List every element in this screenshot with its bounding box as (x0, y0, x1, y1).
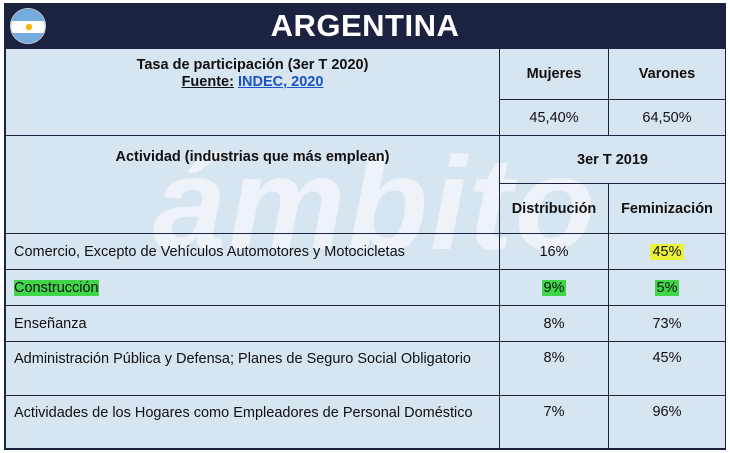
table-row: Construcción 9% 5% (5, 269, 725, 306)
page-title: ARGENTINA (270, 8, 460, 43)
distribution-value: 16% (499, 233, 609, 270)
highlight-green: 5% (654, 279, 680, 296)
value-men: 64,50% (608, 99, 725, 136)
value-women: 45,40% (499, 99, 609, 136)
col-distribution-header: Distribución (499, 183, 609, 234)
highlight-yellow: 45% (650, 243, 684, 260)
source-link[interactable]: INDEC, 2020 (237, 74, 324, 90)
table-card: ARGENTINA ámbito Tasa de participación (… (4, 3, 726, 450)
table-row: Tasa de participación (3er T 2020) Fuent… (5, 48, 725, 136)
distribution-value: 9% (499, 269, 609, 306)
col-men-header: Varones (608, 48, 725, 100)
title-bar: ARGENTINA (5, 4, 725, 48)
table-row: Distribución Feminización (6, 183, 725, 234)
table-row: Enseñanza 8% 73% (5, 305, 725, 342)
source-label: Fuente: (181, 74, 234, 90)
distribution-value: 7% (499, 395, 609, 449)
activity-name: Enseñanza (5, 305, 500, 342)
feminization-value: 45% (608, 341, 725, 396)
feminization-value: 73% (608, 305, 725, 342)
table-row: Comercio, Excepto de Vehículos Automotor… (5, 233, 725, 270)
activity-name: Construcción (5, 269, 500, 306)
activity-name: Comercio, Excepto de Vehículos Automotor… (5, 233, 500, 270)
period-header: 3er T 2019 (499, 135, 725, 184)
distribution-value: 8% (499, 305, 609, 342)
participation-title-cell: Tasa de participación (3er T 2020) Fuent… (5, 48, 500, 136)
participation-title: Tasa de participación (3er T 2020) (136, 57, 369, 73)
distribution-value: 8% (499, 341, 609, 396)
col-feminization-header: Feminización (608, 183, 725, 234)
highlight-green: Construcción (14, 279, 99, 296)
table-row: Administración Pública y Defensa; Planes… (5, 341, 725, 396)
argentina-flag-icon (10, 8, 46, 44)
feminization-value: 45% (608, 233, 725, 270)
col-women-header: Mujeres (499, 48, 609, 100)
table-row: Actividades de los Hogares como Empleado… (5, 395, 725, 449)
data-table: Tasa de participación (3er T 2020) Fuent… (5, 48, 725, 449)
feminization-value: 96% (608, 395, 725, 449)
activity-title: Actividad (industrias que más emplean) (5, 135, 500, 234)
source-line: Fuente: INDEC, 2020 (14, 74, 491, 90)
activity-name: Actividades de los Hogares como Empleado… (5, 395, 500, 449)
activity-name: Administración Pública y Defensa; Planes… (5, 341, 500, 396)
highlight-green: 9% (541, 279, 567, 296)
table-row: Actividad (industrias que más emplean) 3… (5, 135, 725, 234)
feminization-value: 5% (608, 269, 725, 306)
